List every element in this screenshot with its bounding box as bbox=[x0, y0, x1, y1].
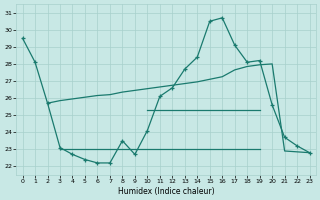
X-axis label: Humidex (Indice chaleur): Humidex (Indice chaleur) bbox=[118, 187, 214, 196]
